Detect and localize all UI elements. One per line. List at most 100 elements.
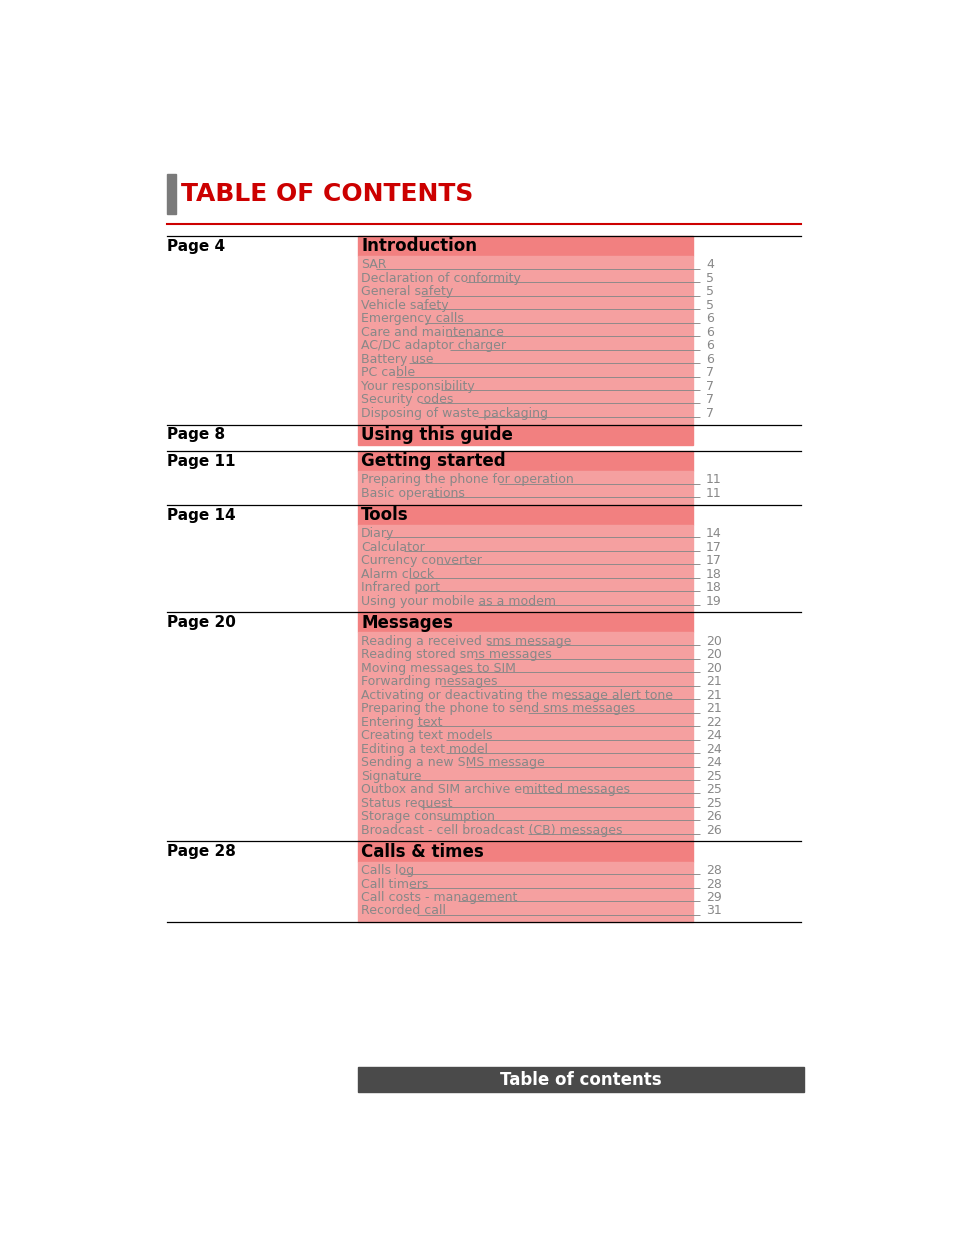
Text: 26: 26 [705, 811, 720, 823]
Bar [357, 505, 692, 525]
Text: Creating text models: Creating text models [360, 729, 492, 742]
Text: 11: 11 [705, 486, 720, 500]
Text: 11: 11 [705, 474, 720, 486]
Text: 31: 31 [705, 904, 720, 918]
Bar [357, 612, 692, 632]
Text: 7: 7 [705, 407, 713, 420]
Text: Tools: Tools [360, 506, 408, 524]
Text: Using this guide: Using this guide [360, 426, 513, 444]
Text: Entering text: Entering text [360, 716, 442, 728]
Text: Status request: Status request [360, 797, 452, 809]
Text: 7: 7 [705, 393, 713, 407]
Text: 5: 5 [705, 286, 713, 298]
Text: Forwarding messages: Forwarding messages [360, 676, 497, 688]
Text: Battery use: Battery use [360, 353, 433, 365]
Text: 18: 18 [705, 567, 721, 581]
Text: 5: 5 [705, 299, 713, 312]
Text: Page 8: Page 8 [167, 428, 225, 443]
Text: AC/DC adaptor charger: AC/DC adaptor charger [360, 339, 505, 353]
Text: 20: 20 [705, 662, 721, 675]
Text: Calls log: Calls log [360, 864, 414, 877]
Text: 14: 14 [705, 527, 720, 540]
Bar [357, 236, 692, 256]
Bar [357, 525, 692, 612]
Text: Signature: Signature [360, 769, 421, 783]
Text: 25: 25 [705, 769, 721, 783]
Text: Getting started: Getting started [360, 453, 505, 470]
Text: Diary: Diary [360, 527, 394, 540]
Text: TABLE OF CONTENTS: TABLE OF CONTENTS [181, 182, 473, 206]
Text: 24: 24 [705, 729, 720, 742]
Text: 21: 21 [705, 688, 720, 702]
Text: Storage consumption: Storage consumption [360, 811, 495, 823]
Text: Table of contents: Table of contents [499, 1071, 661, 1089]
Bar [357, 424, 692, 444]
Text: Page 14: Page 14 [167, 508, 235, 522]
Text: 21: 21 [705, 676, 720, 688]
Text: 5: 5 [705, 272, 713, 284]
Text: Disposing of waste packaging: Disposing of waste packaging [360, 407, 547, 420]
Bar [357, 1067, 803, 1092]
Bar [357, 470, 692, 505]
Text: SAR: SAR [360, 258, 386, 272]
Text: Sending a new SMS message: Sending a new SMS message [360, 756, 544, 769]
Text: 25: 25 [705, 797, 721, 809]
Text: Your responsibility: Your responsibility [360, 380, 475, 393]
Text: 24: 24 [705, 756, 720, 769]
Bar [357, 842, 692, 862]
Text: 6: 6 [705, 312, 713, 325]
Text: General safety: General safety [360, 286, 453, 298]
Text: Messages: Messages [360, 614, 453, 632]
Bar [357, 256, 692, 424]
Text: 28: 28 [705, 864, 721, 877]
Text: 20: 20 [705, 635, 721, 648]
Text: Page 11: Page 11 [167, 454, 235, 469]
Text: 22: 22 [705, 716, 720, 728]
Text: Call timers: Call timers [360, 878, 428, 890]
Text: Page 20: Page 20 [167, 615, 236, 630]
Bar [357, 862, 692, 923]
Text: 28: 28 [705, 878, 721, 890]
Text: Page 28: Page 28 [167, 844, 236, 859]
Text: Calculator: Calculator [360, 541, 424, 554]
Text: Editing a text model: Editing a text model [360, 743, 488, 756]
Text: Call costs - management: Call costs - management [360, 892, 517, 904]
Text: Moving messages to SIM: Moving messages to SIM [360, 662, 516, 675]
Bar [167, 175, 175, 214]
Text: Reading stored sms messages: Reading stored sms messages [360, 648, 551, 661]
Text: Care and maintenance: Care and maintenance [360, 325, 503, 339]
Text: 29: 29 [705, 892, 720, 904]
Text: PC cable: PC cable [360, 367, 415, 379]
Text: Infrared port: Infrared port [360, 581, 439, 594]
Text: 25: 25 [705, 783, 721, 796]
Bar [357, 632, 692, 842]
Text: 19: 19 [705, 595, 720, 607]
Text: Broadcast - cell broadcast (CB) messages: Broadcast - cell broadcast (CB) messages [360, 823, 622, 837]
Text: 24: 24 [705, 743, 720, 756]
Text: 7: 7 [705, 380, 713, 393]
Text: Currency converter: Currency converter [360, 554, 481, 567]
Text: 20: 20 [705, 648, 721, 661]
Text: Page 4: Page 4 [167, 238, 225, 254]
Text: Preparing the phone for operation: Preparing the phone for operation [360, 474, 573, 486]
Text: Activating or deactivating the message alert tone: Activating or deactivating the message a… [360, 688, 673, 702]
Text: 17: 17 [705, 541, 721, 554]
Bar [357, 450, 692, 470]
Text: 4: 4 [705, 258, 713, 272]
Text: Vehicle safety: Vehicle safety [360, 299, 448, 312]
Text: Declaration of conformity: Declaration of conformity [360, 272, 520, 284]
Text: 17: 17 [705, 554, 721, 567]
Text: 6: 6 [705, 325, 713, 339]
Text: Using your mobile as a modem: Using your mobile as a modem [360, 595, 556, 607]
Text: Preparing the phone to send sms messages: Preparing the phone to send sms messages [360, 702, 635, 716]
Text: Security codes: Security codes [360, 393, 453, 407]
Text: Outbox and SIM archive emitted messages: Outbox and SIM archive emitted messages [360, 783, 629, 796]
Text: Basic operations: Basic operations [360, 486, 464, 500]
Text: 18: 18 [705, 581, 721, 594]
Text: Emergency calls: Emergency calls [360, 312, 463, 325]
Text: Calls & times: Calls & times [360, 843, 483, 860]
Text: 7: 7 [705, 367, 713, 379]
Text: 6: 6 [705, 339, 713, 353]
Text: Introduction: Introduction [360, 237, 476, 256]
Text: 6: 6 [705, 353, 713, 365]
